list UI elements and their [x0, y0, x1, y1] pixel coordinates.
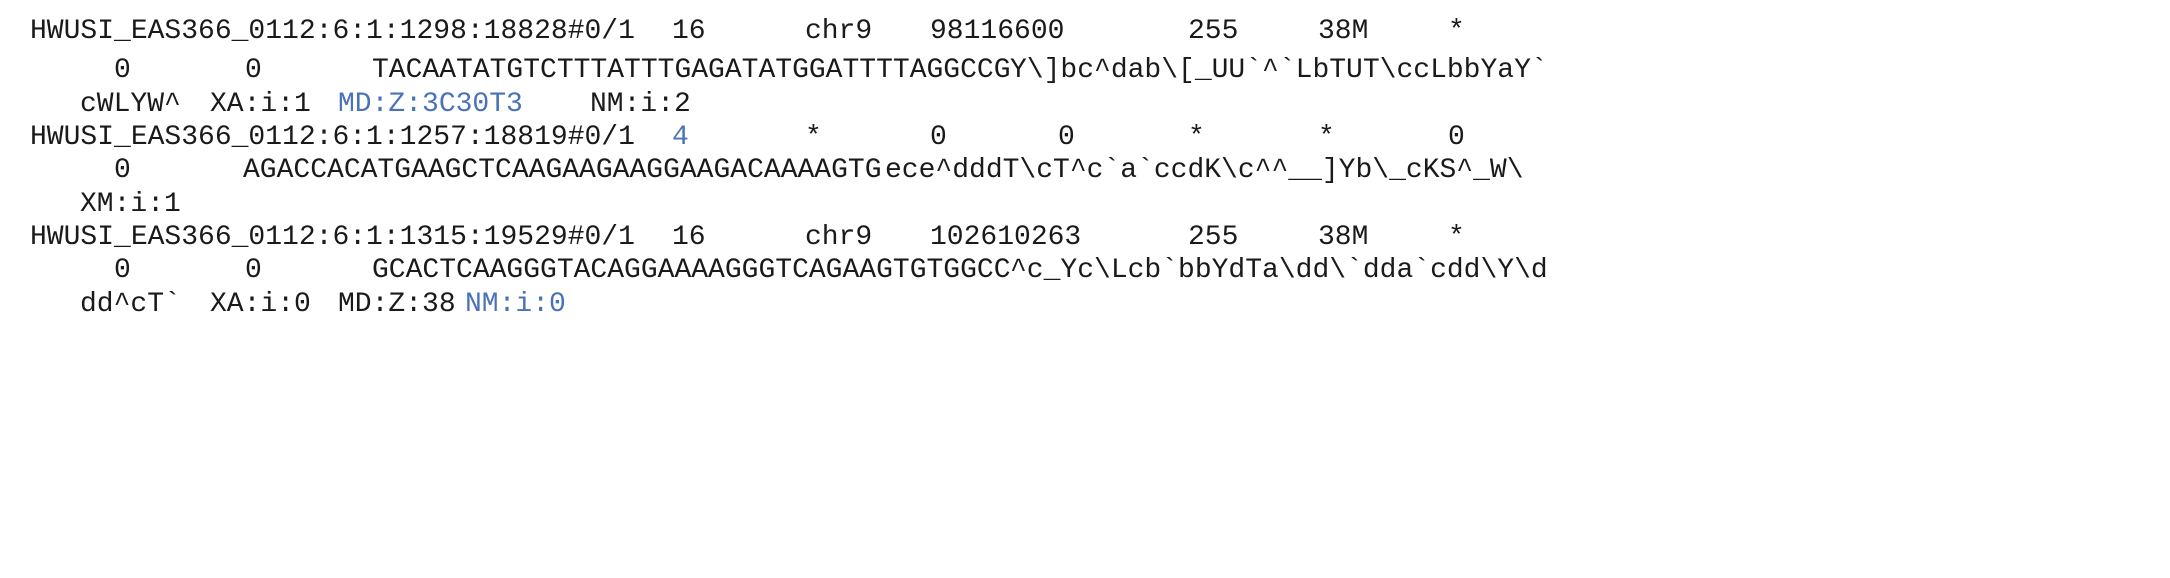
record-2-line-1: HWUSI_EAS366_0112:6:1:1257:18819#0/1 4 *…: [0, 118, 1465, 158]
record-1-qual-part2: cWLYW^: [80, 89, 181, 120]
record-2-tag-xm: XM:i:1: [80, 189, 181, 220]
record-3-rnext: *: [1448, 222, 1465, 253]
record-1-pos: 98116600: [930, 16, 1065, 47]
record-3-seq: GCACTCAAGGGTACAGGAAAAGGGTCAGAAGTGTGGCC: [372, 255, 1011, 286]
record-1-tag-md-highlighted: MD:Z:3C30T3: [338, 89, 523, 120]
record-3-pos: 102610263: [930, 222, 1082, 253]
record-3-rname: chr9: [805, 222, 873, 253]
record-1-qual-part1: Y\]bc^dab\[_UU`^`LbTUT\ccLbbYaY`: [1010, 55, 1548, 86]
record-3-qual-part2: dd^cT`: [80, 289, 181, 320]
record-3-flag: 16: [672, 222, 706, 253]
record-2-cigar: *: [1188, 122, 1205, 153]
record-2-tlen: 0: [114, 155, 131, 186]
record-1-tag-xa: XA:i:1: [210, 89, 311, 120]
record-2-seq: AGACCACATGAAGCTCAAGAAGAAGGAAGACAAAAGTG: [243, 155, 882, 186]
record-1-qname: HWUSI_EAS366_0112:6:1:1298:18828#0/1: [30, 16, 635, 47]
record-2-rnext: *: [1318, 122, 1335, 153]
record-1-mapq: 255: [1188, 16, 1239, 47]
record-3-pnext: 0: [114, 255, 131, 286]
record-1-tag-nm: NM:i:2: [590, 89, 691, 120]
record-1-line-3: cWLYW^ XA:i:1 MD:Z:3C30T3 NM:i:2: [0, 85, 691, 125]
record-3-tag-md: MD:Z:38: [338, 289, 456, 320]
record-3-tag-xa: XA:i:0: [210, 289, 311, 320]
record-2-pnext: 0: [1448, 122, 1465, 153]
record-1-pnext: 0: [114, 55, 131, 86]
record-2-qual: ece^dddT\cT^c`a`ccdK\c^^__]Yb\_cKS^_W\: [885, 155, 1524, 186]
record-2-rname: *: [805, 122, 822, 153]
record-1-cigar: 38M: [1318, 16, 1369, 47]
record-2-line-3: XM:i:1: [0, 185, 181, 225]
record-1-seq: TACAATATGTCTTTATTTGAGATATGGATTTTAGGCCG: [372, 55, 1011, 86]
record-3-qname: HWUSI_EAS366_0112:6:1:1315:19529#0/1: [30, 222, 635, 253]
record-1-tlen: 0: [245, 55, 262, 86]
record-3-mapq: 255: [1188, 222, 1239, 253]
sam-alignment-text-view: HWUSI_EAS366_0112:6:1:1298:18828#0/1 16 …: [0, 12, 1548, 325]
record-3-line-2: 0 0 GCACTCAAGGGTACAGGAAAAGGGTCAGAAGTGTGG…: [0, 251, 1548, 291]
record-3-line-1: HWUSI_EAS366_0112:6:1:1315:19529#0/1 16 …: [0, 218, 1465, 258]
record-2-line-2: 0 AGACCACATGAAGCTCAAGAAGAAGGAAGACAAAAGTG…: [0, 151, 1524, 191]
record-1-line-1: HWUSI_EAS366_0112:6:1:1298:18828#0/1 16 …: [0, 12, 1465, 52]
record-3-tlen: 0: [245, 255, 262, 286]
record-2-pos: 0: [930, 122, 947, 153]
record-2-qname: HWUSI_EAS366_0112:6:1:1257:18819#0/1: [30, 122, 635, 153]
record-1-rname: chr9: [805, 16, 873, 47]
record-1-line-2: 0 0 TACAATATGTCTTTATTTGAGATATGGATTTTAGGC…: [0, 51, 1548, 91]
record-2-mapq: 0: [1058, 122, 1075, 153]
record-3-line-3: dd^cT` XA:i:0 MD:Z:38 NM:i:0: [0, 285, 566, 325]
record-1-flag: 16: [672, 16, 706, 47]
record-3-cigar: 38M: [1318, 222, 1369, 253]
record-3-qual-part1: ^c_Yc\Lcb`bbYdTa\dd\`dda`cdd\Y\d: [1010, 255, 1548, 286]
record-1-rnext: *: [1448, 16, 1465, 47]
record-2-flag-highlighted: 4: [672, 122, 689, 153]
record-3-tag-nm-highlighted: NM:i:0: [465, 289, 566, 320]
